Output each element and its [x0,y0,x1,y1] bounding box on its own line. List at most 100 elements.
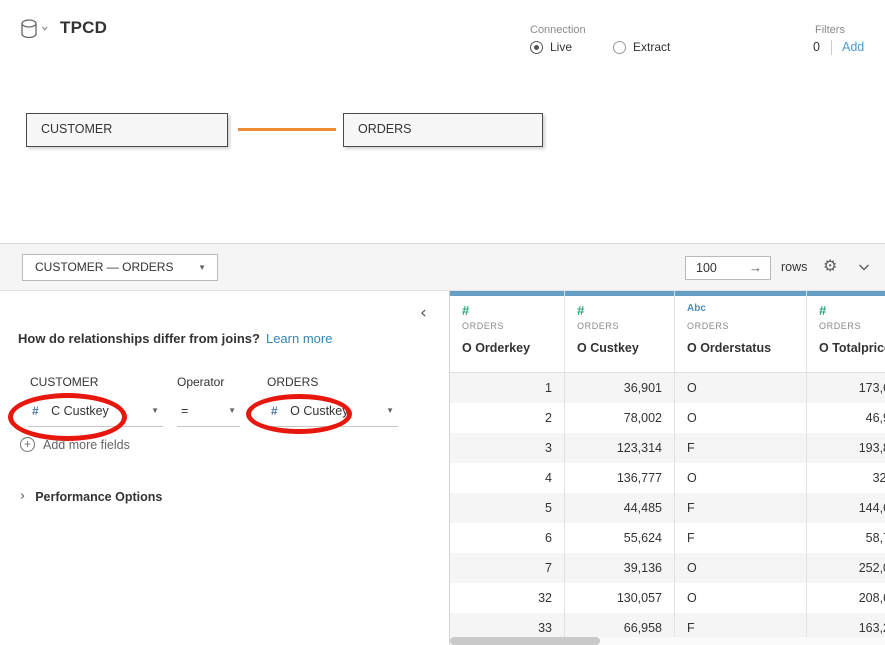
number-type-icon: # [577,303,585,318]
column-field-name: O Custkey [577,341,639,355]
grid-column: # ORDERS O Custkey 36,901 78,002 123,314 136,7… [565,291,675,645]
collapse-panel-chevron-icon[interactable]: ‹ [420,303,427,323]
grid-cell: 32, [807,463,885,493]
panel-toolbar: CUSTOMER — ORDERS ▼ 100 → rows ⚙ [0,244,885,291]
table-box-customer[interactable]: CUSTOMER [26,113,228,147]
radio-live-label[interactable]: Live [550,40,573,54]
operator-value: = [181,404,189,418]
radio-live[interactable]: Live [530,40,572,54]
right-field-dropdown[interactable]: # O Custkey ▼ [267,397,398,427]
operator-label: Operator [177,375,225,389]
performance-options-label: Performance Options [35,489,163,504]
abc-type-icon: Abc [687,303,706,314]
grid-cell: 6 [450,523,564,553]
relationship-editor-panel: ‹ How do relationships differ from joins… [0,291,450,645]
grid-column: Abc ORDERS O Orderstatus O O F O F F O O F [675,291,807,645]
page-title: TPCD [60,18,108,37]
grid-cell: 58,7 [807,523,885,553]
grid-cell: F [675,523,806,553]
number-icon: # [271,404,278,418]
gear-icon[interactable]: ⚙ [823,258,838,275]
grid-cell: 32 [450,583,564,613]
column-header[interactable]: # ORDERS O Totalprice [807,296,885,373]
right-table-label: ORDERS [267,375,319,389]
grid-cell: O [675,463,806,493]
grid-cell: 3 [450,433,564,463]
column-accent-bar [807,291,885,296]
connection-label: Connection [530,24,586,36]
data-preview-grid: # ORDERS O Totalprice 173,646,9193,832,144,… [450,291,885,645]
collapse-grid-chevron-icon[interactable] [857,260,871,274]
row-count-value[interactable]: 100 [696,261,717,275]
table-box-orders[interactable]: ORDERS [343,113,543,147]
filters-count: 0 [813,40,820,54]
number-icon: # [32,404,39,418]
grid-cell: O [675,403,806,433]
top-header: TPCD Connection Live Extract Filters 0 A… [0,0,885,65]
column-table-name: ORDERS [819,321,862,331]
column-table-name: ORDERS [577,321,620,331]
grid-cell: 130,057 [565,583,674,613]
bottom-panel: CUSTOMER — ORDERS ▼ 100 → rows ⚙ ‹ How d… [0,243,885,645]
datasource-database-icon[interactable] [20,19,50,41]
horizontal-scrollbar-thumb[interactable] [450,637,600,645]
column-header[interactable]: # ORDERS O Custkey [565,296,674,373]
grid-cell: O [675,583,806,613]
horizontal-scrollbar-track[interactable] [450,637,885,645]
grid-cell: 2 [450,403,564,433]
relationship-selector-label: CUSTOMER — ORDERS [35,260,174,274]
grid-cell: 136,777 [565,463,674,493]
grid-cell: 39,136 [565,553,674,583]
grid-column: # ORDERS O Orderkey 1 2 3 4 5 6 7 32 33 [450,291,565,645]
grid-cell: 55,624 [565,523,674,553]
relationship-question-text: How do relationships differ from joins? L… [18,331,332,346]
grid-cell: 4 [450,463,564,493]
row-count-input[interactable]: 100 → [685,256,771,280]
grid-cell: O [675,553,806,583]
grid-cell: 173,6 [807,373,885,403]
right-field-value: O Custkey [290,404,349,418]
operator-dropdown[interactable]: = ▼ [177,397,240,427]
grid-cell: F [675,433,806,463]
grid-cell: F [675,493,806,523]
column-table-name: ORDERS [462,321,505,331]
radio-extract-icon[interactable] [613,40,626,54]
chevron-down-icon: ▼ [386,406,394,415]
grid-cell: 193,8 [807,433,885,463]
number-type-icon: # [462,303,470,318]
grid-cell: O [675,373,806,403]
radio-extract-label[interactable]: Extract [633,40,671,54]
filters-add-link[interactable]: Add [842,40,865,54]
left-field-value: C Custkey [51,404,109,418]
performance-options-expander[interactable]: › Performance Options [20,489,162,504]
question-text: How do relationships differ from joins? [18,331,260,346]
filters-divider [831,40,832,55]
grid-cell: 144,6 [807,493,885,523]
grid-column: # ORDERS O Totalprice 173,646,9193,832,144,… [807,291,885,645]
chevron-down-icon: ▼ [228,406,236,415]
grid-cell: 78,002 [565,403,674,433]
column-field-name: O Orderkey [462,341,531,355]
add-more-fields-button[interactable]: + Add more fields [20,437,130,452]
left-table-label: CUSTOMER [30,375,99,389]
chevron-down-icon: ▼ [198,263,206,272]
radio-live-icon[interactable] [530,40,543,54]
add-more-fields-label: Add more fields [43,437,130,452]
relationship-selector-dropdown[interactable]: CUSTOMER — ORDERS ▼ [22,254,218,281]
learn-more-link[interactable]: Learn more [265,331,333,346]
column-accent-bar [675,291,806,296]
column-accent-bar [565,291,674,296]
grid-cell: 123,314 [565,433,674,463]
column-table-name: ORDERS [687,321,730,331]
relationship-connector-line[interactable] [238,128,336,131]
grid-cell: 46,9 [807,403,885,433]
column-header[interactable]: Abc ORDERS O Orderstatus [675,296,806,373]
grid-cell: 1 [450,373,564,403]
apply-row-count-arrow-icon[interactable]: → [749,260,762,275]
chevron-down-icon: ▼ [151,406,159,415]
left-field-dropdown[interactable]: # C Custkey ▼ [28,397,163,427]
column-header[interactable]: # ORDERS O Orderkey [450,296,564,373]
radio-extract[interactable]: Extract [613,40,670,54]
column-field-name: O Totalprice [819,341,885,355]
grid-cell: 5 [450,493,564,523]
